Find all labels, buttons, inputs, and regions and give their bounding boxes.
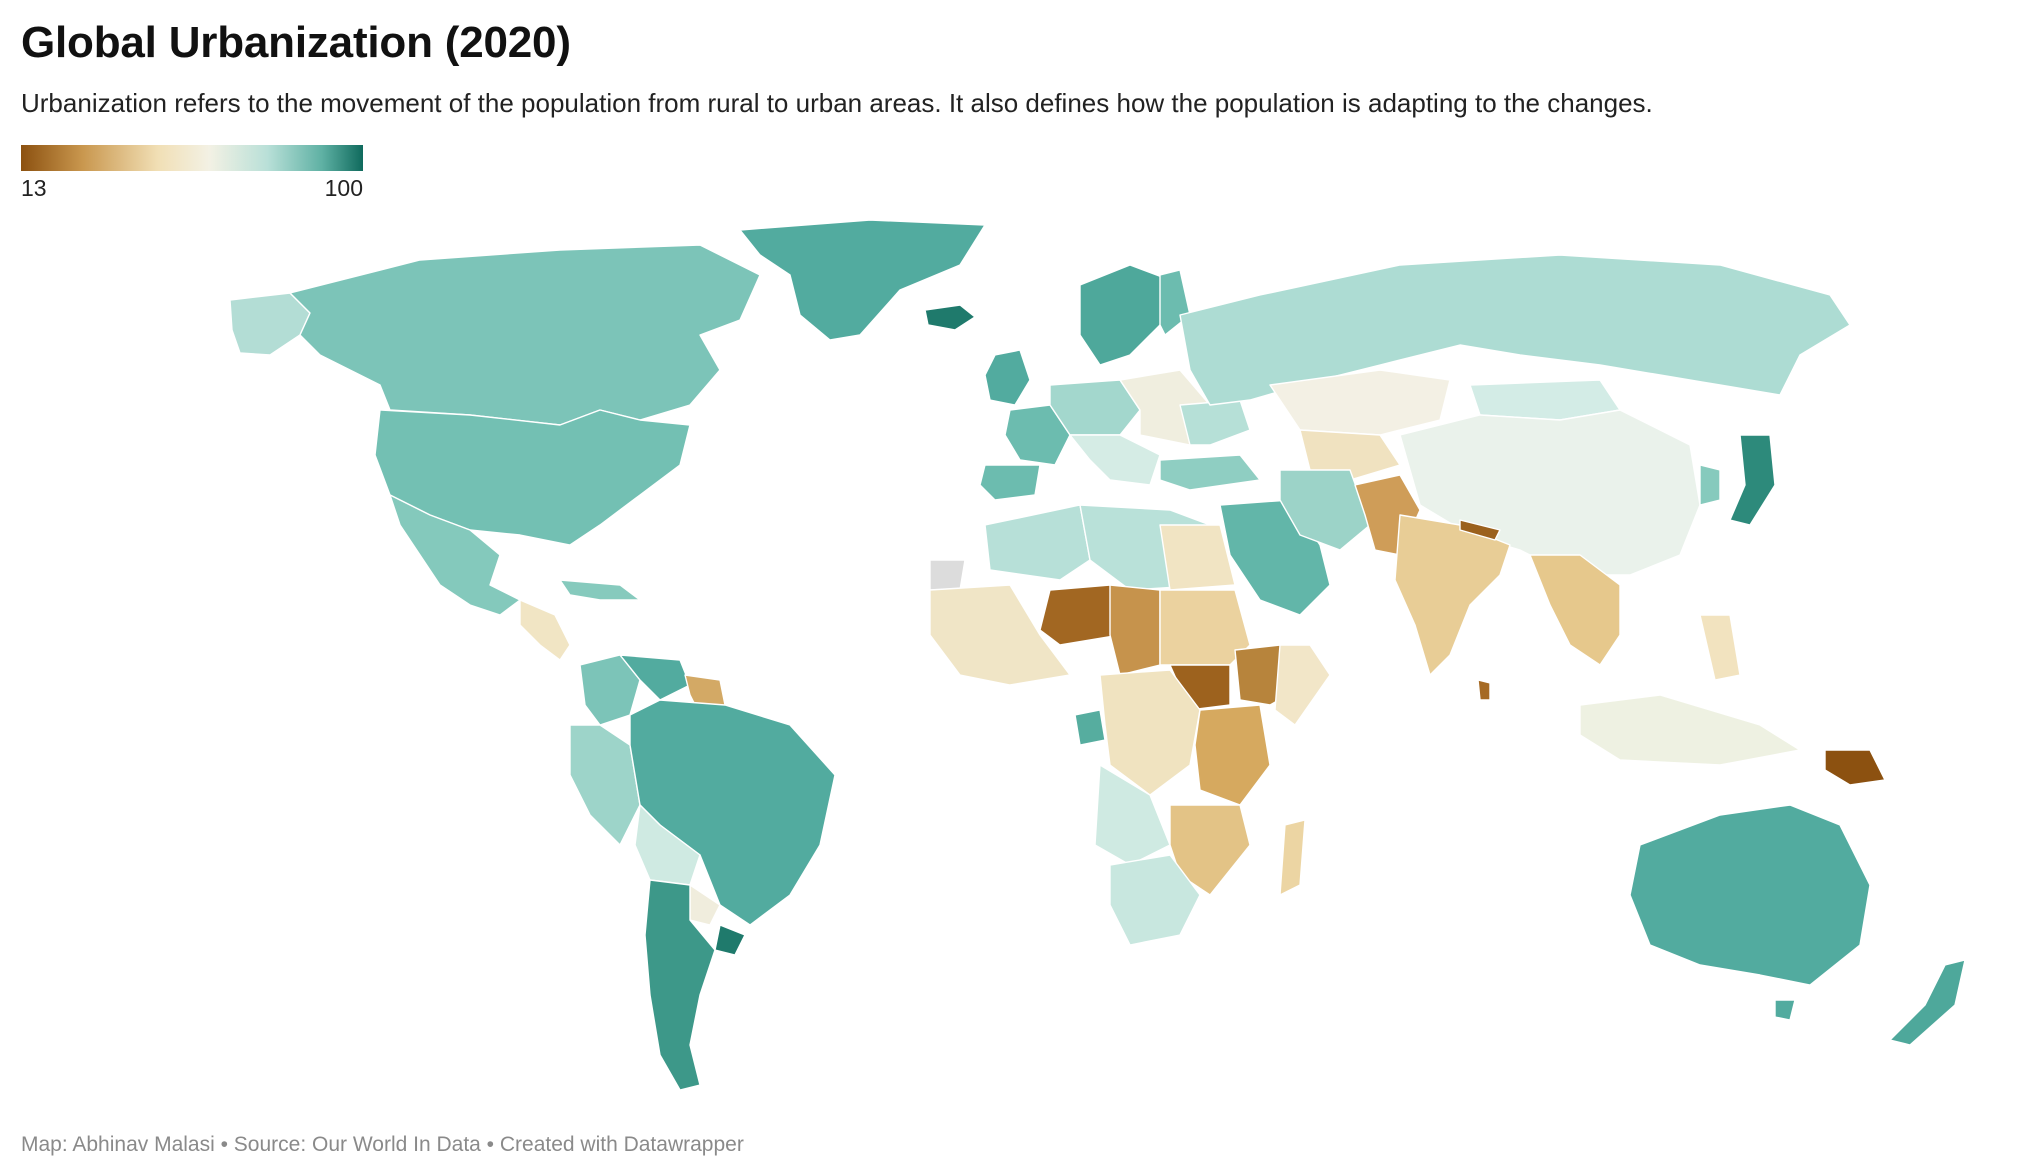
- map-title: Global Urbanization (2020): [21, 18, 571, 67]
- region-mexico[interactable]: [389, 494, 521, 616]
- world-map: [0, 205, 2040, 1105]
- region-philippines[interactable]: [1699, 614, 1741, 681]
- region-mozambique[interactable]: [1169, 804, 1251, 896]
- region-canada[interactable]: [289, 244, 761, 426]
- map-subtitle: Urbanization refers to the movement of t…: [21, 88, 1653, 118]
- region-greenland[interactable]: [739, 219, 986, 341]
- region-uk-ireland[interactable]: [984, 349, 1031, 406]
- region-peru-ecuador[interactable]: [569, 724, 641, 846]
- region-venezuela[interactable]: [619, 654, 691, 701]
- region-central-america[interactable]: [519, 599, 571, 661]
- region-west-africa[interactable]: [929, 584, 1071, 686]
- region-tasmania[interactable]: [1774, 999, 1796, 1021]
- map-credit: Map: Abhinav Malasi • Source: Our World …: [21, 1133, 744, 1156]
- region-uruguay[interactable]: [714, 924, 746, 956]
- region-papua-new-guinea[interactable]: [1824, 749, 1886, 786]
- region-iran[interactable]: [1279, 469, 1371, 551]
- color-legend: 13 100: [21, 145, 363, 203]
- region-horn-of-africa[interactable]: [1274, 644, 1331, 726]
- legend-max-label: 100: [324, 175, 363, 201]
- region-scandinavia[interactable]: [1079, 264, 1171, 366]
- region-turkey[interactable]: [1159, 454, 1261, 491]
- region-western-sahara[interactable]: [929, 559, 966, 591]
- region-iberia[interactable]: [979, 464, 1041, 501]
- region-east-africa[interactable]: [1194, 704, 1271, 806]
- region-korea[interactable]: [1699, 464, 1721, 506]
- region-southern-africa[interactable]: [1109, 854, 1201, 946]
- region-argentina-chile[interactable]: [644, 879, 716, 1091]
- legend-labels: 13 100: [21, 175, 363, 203]
- region-maghreb[interactable]: [984, 504, 1091, 581]
- region-angola-zambia[interactable]: [1094, 764, 1171, 866]
- region-alaska[interactable]: [229, 292, 311, 356]
- region-chad[interactable]: [1109, 584, 1161, 676]
- region-central-africa[interactable]: [1099, 669, 1201, 796]
- region-new-zealand[interactable]: [1889, 959, 1966, 1046]
- region-nepal[interactable]: [1459, 519, 1501, 541]
- world-map-svg: [229, 219, 1966, 1091]
- region-australia[interactable]: [1629, 804, 1871, 986]
- region-niger[interactable]: [1039, 584, 1121, 646]
- region-italy-balkans[interactable]: [1069, 434, 1161, 486]
- region-central-asia[interactable]: [1299, 429, 1401, 481]
- region-caribbean[interactable]: [559, 579, 641, 601]
- region-gabon[interactable]: [1074, 709, 1106, 746]
- region-sri-lanka[interactable]: [1477, 679, 1491, 701]
- region-japan[interactable]: [1729, 434, 1776, 526]
- region-iceland[interactable]: [924, 304, 976, 331]
- region-ukraine[interactable]: [1179, 399, 1251, 446]
- legend-min-label: 13: [21, 175, 47, 201]
- region-southeast-asia[interactable]: [1529, 554, 1621, 666]
- region-russia[interactable]: [1179, 254, 1851, 406]
- region-egypt[interactable]: [1159, 524, 1236, 591]
- region-madagascar[interactable]: [1279, 819, 1306, 896]
- region-indonesia[interactable]: [1579, 694, 1801, 766]
- legend-gradient-bar: [21, 145, 363, 171]
